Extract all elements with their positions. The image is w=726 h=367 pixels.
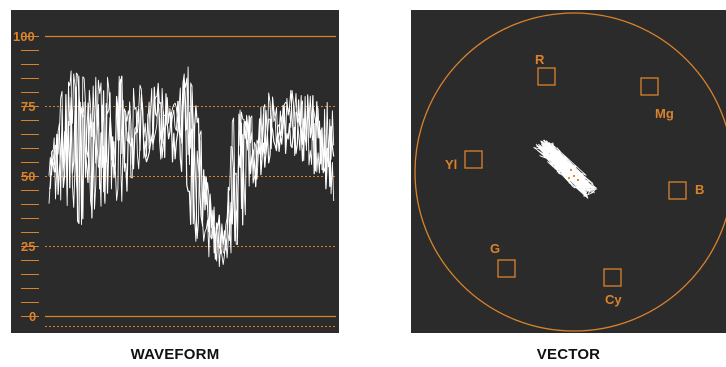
vector-trace-point xyxy=(567,176,571,180)
vector-trace-line xyxy=(533,139,598,199)
target-label-b: B xyxy=(695,182,704,197)
target-label-cy: Cy xyxy=(605,292,622,307)
scale-label-0: 0 xyxy=(29,309,36,324)
target-box-r xyxy=(537,67,556,86)
target-label-g: G xyxy=(490,241,500,256)
target-box-yl xyxy=(464,150,483,169)
waveform-trace xyxy=(48,66,335,268)
target-label-yl: Yl xyxy=(445,157,457,172)
vector-trace-point xyxy=(572,174,576,178)
target-box-g xyxy=(497,259,516,278)
waveform-trace-line xyxy=(48,70,335,265)
waveform-caption: WAVEFORM xyxy=(130,346,220,363)
waveform-trace-line xyxy=(48,66,335,268)
vector-caption: VECTOR xyxy=(536,346,601,363)
vector-trace-point xyxy=(569,168,573,172)
target-label-mg: Mg xyxy=(655,106,674,121)
vectorscope: R Mg Yl B G Cy xyxy=(411,10,726,333)
waveform-graticule: 100 75 50 25 0 xyxy=(13,29,336,327)
vector-boundary-circle xyxy=(414,12,726,332)
waveform-scope: 100 75 50 25 0 xyxy=(11,10,339,333)
vector-trace-point xyxy=(576,178,580,182)
scale-label-100: 100 xyxy=(13,29,35,44)
target-box-mg xyxy=(640,77,659,96)
scale-label-50: 50 xyxy=(21,169,35,184)
vector-graticule: R Mg Yl B G Cy xyxy=(414,12,726,332)
target-box-cy xyxy=(603,268,622,287)
waveform-tick-marks xyxy=(21,36,39,317)
target-box-b xyxy=(668,181,687,200)
scale-label-75: 75 xyxy=(21,99,35,114)
vector-trace xyxy=(533,139,598,199)
scale-label-25: 25 xyxy=(21,239,35,254)
target-label-r: R xyxy=(535,52,545,67)
